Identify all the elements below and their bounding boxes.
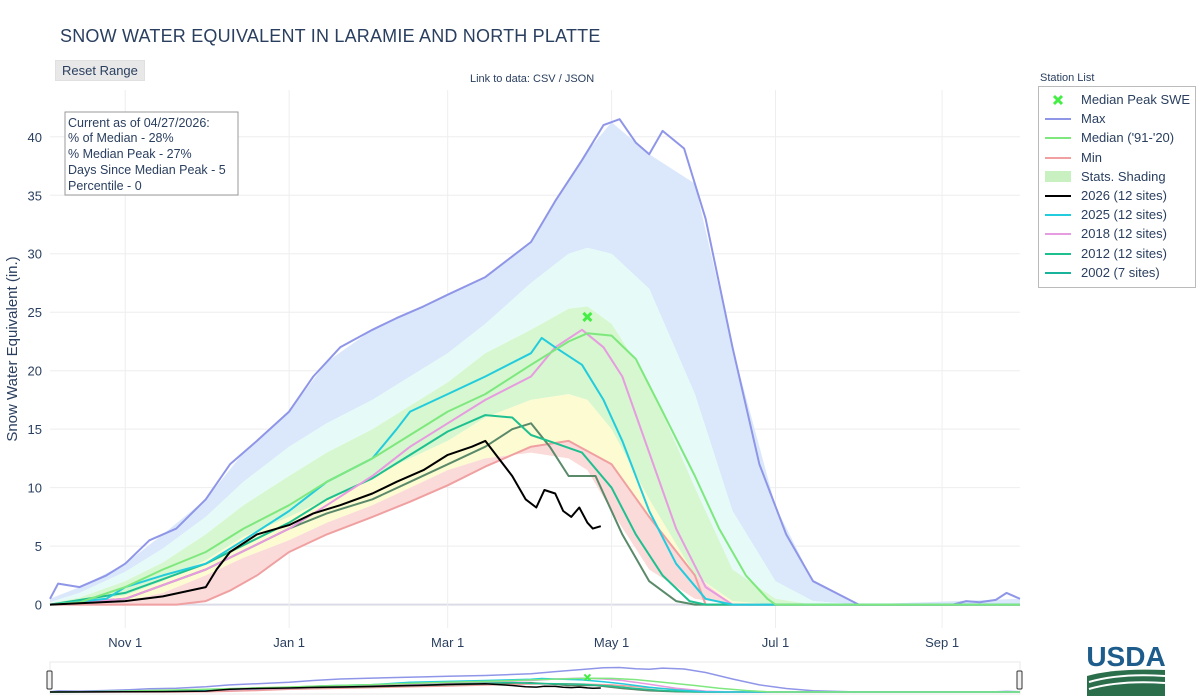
band-p70-to-p30 <box>50 306 1020 605</box>
series-line-min <box>50 682 1020 693</box>
legend-item[interactable]: Min <box>1043 148 1193 167</box>
series-line-median <box>49 332 1020 606</box>
y-tick-label: 5 <box>35 539 42 554</box>
legend-swatch <box>1043 167 1073 186</box>
stats-shading <box>50 122 1020 605</box>
legend-label: Median ('91-'20) <box>1081 130 1175 146</box>
legend-label: 2012 (12 sites) <box>1081 245 1167 261</box>
range-median-peak-marker <box>583 673 592 682</box>
series-line-2025 <box>49 677 1020 693</box>
series-line-min <box>50 439 1020 606</box>
data-link-prefix: Link to data: <box>470 73 530 85</box>
x-tick-label: Jan 1 <box>273 635 305 650</box>
csv-link[interactable]: CSV <box>533 73 556 85</box>
legend-swatch <box>1043 205 1073 224</box>
legend-title: Station List <box>1040 72 1095 84</box>
x-tick-label: Jul 1 <box>762 635 789 650</box>
legend-label: Max <box>1081 111 1106 127</box>
legend-label: 2002 (7 sites) <box>1081 264 1160 280</box>
legend-label: 2025 (12 sites) <box>1081 207 1167 223</box>
series-line-2012 <box>49 414 1020 606</box>
y-tick-label: 0 <box>35 598 42 613</box>
y-tick-label: 20 <box>28 364 42 379</box>
series-line-median <box>49 677 1020 693</box>
series-line-2012 <box>49 681 1020 693</box>
legend-item[interactable]: Max <box>1043 109 1193 128</box>
info-line-4: Days Since Median Peak - 5 <box>68 163 226 177</box>
x-tick-label: Nov 1 <box>108 635 142 650</box>
info-line-3: % Median Peak - 27% <box>68 147 192 161</box>
y-tick-label: 15 <box>28 422 42 437</box>
legend: Median Peak SWE Max Median ('91-'20) Min Sta… <box>1038 86 1196 288</box>
data-link: Link to data: CSV / JSON <box>470 73 594 85</box>
axes: 0 5 10 15 20 25 30 35 40 Nov 1 Jan 1 Mar 1 May 1 Jul … <box>4 130 959 650</box>
y-tick-label: 40 <box>28 130 42 145</box>
data-link-separator: / <box>558 73 562 85</box>
y-tick-label: 10 <box>28 481 42 496</box>
usda-logo: USDA <box>1086 641 1166 696</box>
series-line-max <box>49 118 1021 606</box>
series-line-max <box>49 666 1021 693</box>
legend-swatch <box>1043 186 1073 205</box>
band-p90-to-p70 <box>50 247 1020 605</box>
y-axis-label: Snow Water Equivalent (in.) <box>4 256 21 441</box>
y-tick-label: 25 <box>28 305 42 320</box>
series-line-2018 <box>49 328 1020 606</box>
legend-swatch <box>1043 128 1073 147</box>
legend-item[interactable]: 2002 (7 sites) <box>1043 263 1193 282</box>
legend-item[interactable]: 2018 (12 sites) <box>1043 224 1193 243</box>
legend-label: Stats. Shading <box>1081 168 1166 184</box>
legend-swatch <box>1043 244 1073 263</box>
range-slider <box>46 661 1023 695</box>
range-handle-right[interactable] <box>1016 670 1023 690</box>
legend-swatch <box>1043 90 1073 109</box>
legend-item[interactable]: Median Peak SWE <box>1043 90 1193 109</box>
x-tick-label: Sep 1 <box>925 635 959 650</box>
legend-swatch <box>1043 224 1073 243</box>
y-tick-label: 35 <box>28 188 42 203</box>
chart-title: SNOW WATER EQUIVALENT IN LARAMIE AND NOR… <box>60 26 601 46</box>
grid-lines <box>50 90 1020 628</box>
series-line-2002 <box>49 682 1020 693</box>
reset-range-button[interactable]: Reset Range <box>55 60 145 81</box>
series-line-2018 <box>49 677 1020 693</box>
legend-item[interactable]: 2025 (12 sites) <box>1043 205 1193 224</box>
median-peak-marker <box>582 311 593 322</box>
band-max-to-p90 <box>50 122 1020 605</box>
legend-swatch <box>1043 148 1073 167</box>
series-line-2002 <box>49 422 1020 606</box>
info-line-2: % of Median - 28% <box>68 131 174 145</box>
info-line-1: Current as of 04/27/2026: <box>68 116 210 130</box>
x-tick-label: Mar 1 <box>431 635 464 650</box>
series-line-2026 <box>49 439 602 606</box>
band-p10-to-min <box>50 440 1020 605</box>
usda-logo-text: USDA <box>1086 641 1165 672</box>
json-link[interactable]: JSON <box>564 73 595 85</box>
series-line-2026 <box>49 682 601 693</box>
range-handle-left[interactable] <box>46 670 53 690</box>
legend-item[interactable]: Stats. Shading <box>1043 167 1193 186</box>
info-box: Current as of 04/27/2026: % of Median - … <box>64 111 239 196</box>
markers <box>582 311 593 322</box>
x-tick-label: May 1 <box>594 635 629 650</box>
legend-label: 2026 (12 sites) <box>1081 188 1167 203</box>
legend-label: 2018 (12 sites) <box>1081 226 1167 242</box>
legend-item[interactable]: 2026 (12 sites) <box>1043 186 1193 205</box>
legend-item[interactable]: 2012 (12 sites) <box>1043 244 1193 263</box>
info-line-5: Percentile - 0 <box>68 179 142 193</box>
legend-swatch <box>1043 263 1073 282</box>
legend-label: Median Peak SWE <box>1081 92 1191 107</box>
series-line-2025 <box>49 336 1020 606</box>
legend-item[interactable]: Median ('91-'20) <box>1043 128 1193 147</box>
band-p30-to-p10 <box>50 394 1020 605</box>
legend-swatch <box>1043 109 1073 128</box>
series-lines <box>49 118 1021 606</box>
legend-label: Min <box>1081 149 1102 165</box>
y-tick-label: 30 <box>28 247 42 262</box>
